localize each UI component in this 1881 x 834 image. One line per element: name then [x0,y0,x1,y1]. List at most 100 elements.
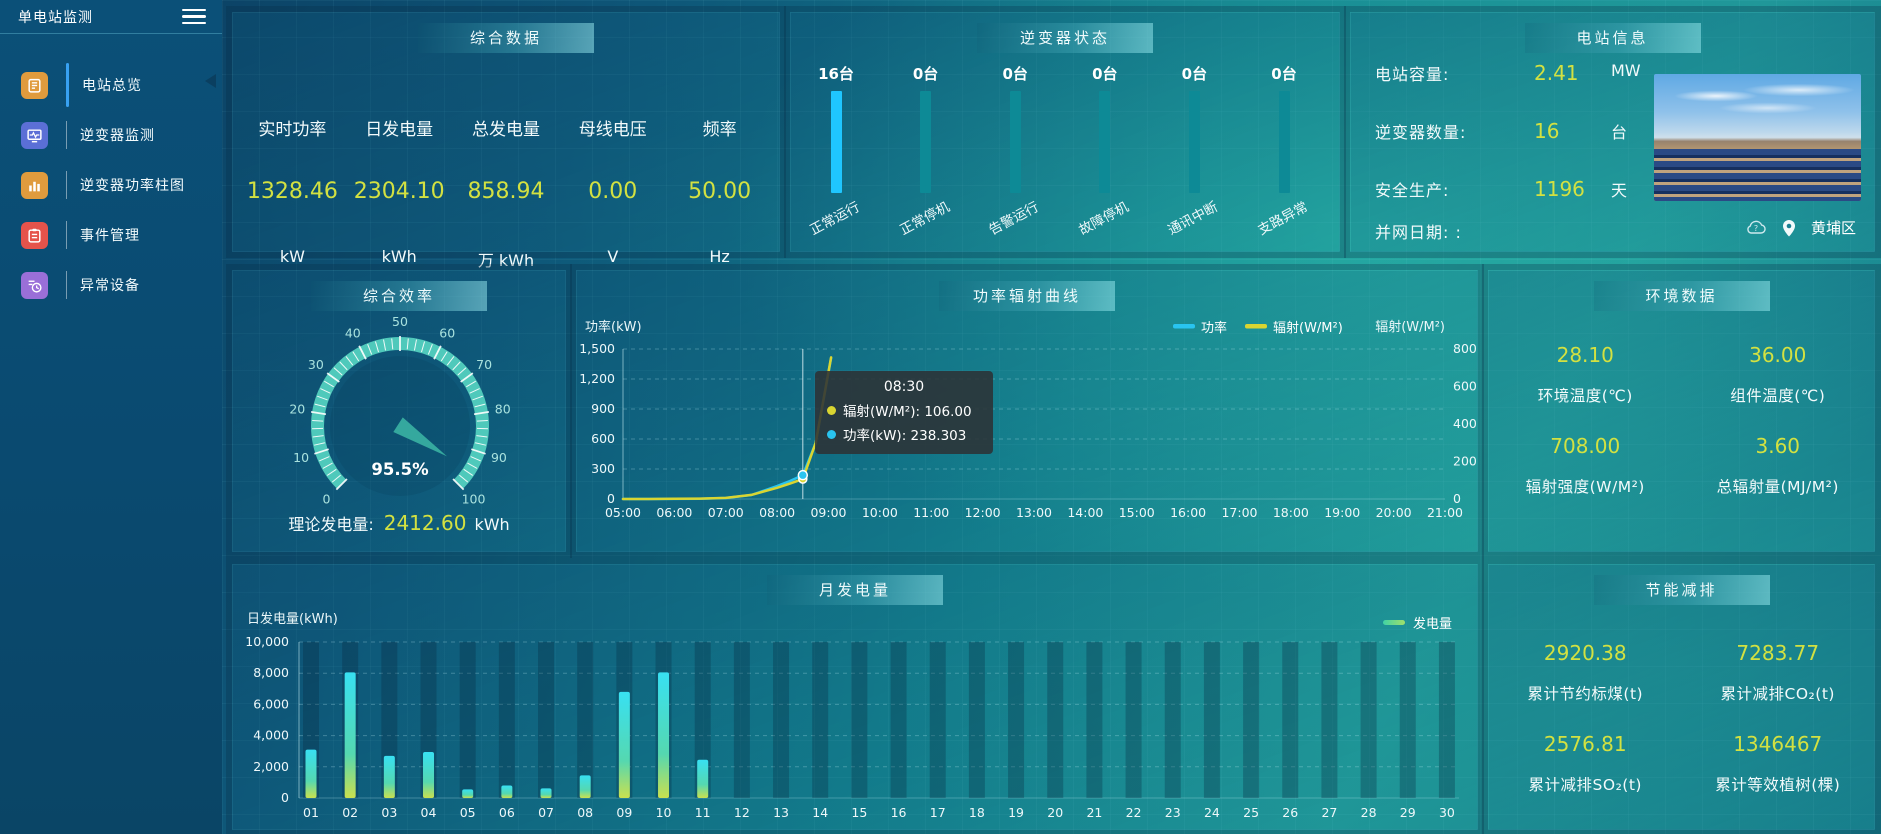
svg-text:01: 01 [303,805,319,820]
metric-unit: V [607,247,619,266]
gauge-svg: 0 10 20 30 40 50 60 70 80 90 100 95.5% [289,314,510,507]
svg-text:09:00: 09:00 [810,505,846,520]
svg-text:08:00: 08:00 [759,505,795,520]
efficiency-gauge[interactable]: 0 10 20 30 40 50 60 70 80 90 100 95.5% [233,271,565,551]
app-title: 单电站监测 [18,9,93,26]
sidebar-item-divider [66,271,67,299]
saving-metric-label: 累计减排SO₂(t) [1528,776,1642,794]
panel-inverter-status: 逆变器状态 16台 正常运行 0台 正常停机 0台 告警运行 0台 故障停机 0台 通讯中断 0台支… [790,12,1340,252]
tooltip-text: 功率(kW): 238.303 [843,428,967,444]
metric-value: 858.94 [467,179,545,204]
sidebar-item-label: 逆变器功率柱图 [80,178,185,194]
bar-day-05[interactable] [462,789,474,798]
svg-text:07:00: 07:00 [708,505,744,520]
station-info-label: 并网日期: : [1375,223,1462,242]
inverter-status-bar [920,91,932,193]
svg-text:60: 60 [439,325,455,340]
panel-title-station-info: 电站信息 [1524,23,1701,53]
theory-generation: 理论发电量: 2412.60 kWh [233,511,565,535]
metric-unit: Hz [709,247,730,266]
panel-power-curve: 功率辐射曲线 功率(kW) 辐射(W/M²) 功率 辐射(W/M²) 0 300 600 90… [576,270,1478,552]
svg-text:18: 18 [969,805,985,820]
sidebar-menu: 电站总览 逆变器监测逆变器功率柱图事件管理 异常设备 [0,60,222,310]
bar-day-02[interactable] [344,672,356,798]
menu-toggle-icon[interactable] [182,8,206,25]
svg-text:28: 28 [1361,805,1377,820]
power-radiation-chart[interactable]: 功率(kW) 辐射(W/M²) 功率 辐射(W/M²) 0 300 600 900 1,200 1… [577,271,1477,551]
bar-day-03[interactable] [383,755,395,798]
sidebar-item-divider [66,221,67,249]
svg-text:10,000: 10,000 [245,634,289,649]
collapse-arrow-icon[interactable] [205,74,216,88]
svg-text:10:00: 10:00 [862,505,898,520]
bar-day-01[interactable] [305,749,317,798]
svg-text:10: 10 [293,450,309,465]
inverter-status-bar [830,91,842,193]
panel-title-monthly: 月发电量 [767,575,943,605]
saving-metric: 7283.77 累计减排CO₂(t) [1682,641,1875,704]
theory-unit: kWh [474,515,510,534]
bar-day-11[interactable] [697,759,709,798]
inverter-status-bars[interactable]: 16台 正常运行 0台 正常停机 0台 告警运行 0台 故障停机 0台 通讯中断 0台 支路异常 [791,13,1339,251]
svg-text:6,000: 6,000 [253,696,289,711]
bar-day-07[interactable] [540,788,552,798]
svg-text:12: 12 [734,805,750,820]
sidebar-item-divider [66,63,69,107]
svg-text:0: 0 [607,491,615,506]
summary-metric: 频率 50.00 Hz [666,53,773,266]
event-management-icon [21,221,48,249]
saving-metric: 2576.81 累计减排SO₂(t) [1489,732,1682,795]
metric-value: 2304.10 [353,179,445,204]
theory-label: 理论发电量: [288,515,374,534]
metric-value: 0.00 [588,179,638,204]
inverter-count: 0台 [1271,65,1297,83]
bar-day-09[interactable] [618,691,630,798]
summary-metric: 母线电压 0.00 V [559,53,666,266]
tooltip-row: 辐射(W/M²): 106.00 [827,400,981,420]
sidebar-item-2[interactable]: 逆变器监测 [0,110,222,160]
svg-text:09: 09 [616,805,632,820]
svg-text:23: 23 [1165,805,1181,820]
svg-text:200: 200 [1453,454,1477,469]
line-chart-svg: 功率(kW) 辐射(W/M²) 功率 辐射(W/M²) 0 300 600 900 1,200 1… [579,319,1477,520]
svg-text:18:00: 18:00 [1273,505,1309,520]
env-metric: 3.60 总辐射量(MJ/M²) [1682,434,1875,497]
sidebar-item-1[interactable]: 电站总览 [0,60,222,110]
svg-text:03: 03 [381,805,397,820]
env-metric-value: 28.10 [1556,343,1614,367]
sidebar-item-5[interactable]: 异常设备 [0,260,222,310]
sidebar-item-4[interactable]: 事件管理 [0,210,222,260]
sidebar: 单电站监测 电站总览 逆变器监测逆变器功率柱图事件管理 异常设备 [0,0,222,834]
metric-label: 频率 [702,120,737,140]
bar-day-08[interactable] [579,775,591,798]
svg-text:50: 50 [392,314,408,329]
monthly-generation-chart[interactable]: 日发电量(kWh) 发电量 0 2,000 4,000 6,000 8,000 10,000 0… [233,565,1477,829]
summary-metric: 总发电量 858.94 万 kWh [453,53,560,270]
hover-dot-power [797,469,809,481]
svg-text:06: 06 [499,805,515,820]
svg-text:12:00: 12:00 [965,505,1001,520]
environment-metrics: 28.10 环境温度(℃) 36.00 组件温度(℃) 708.00 辐射强度(W/M²)… [1489,343,1874,497]
station-info-unit: 天 [1611,181,1628,200]
panel-title-energy-saving: 节能减排 [1593,575,1770,605]
sidebar-item-3[interactable]: 逆变器功率柱图 [0,160,222,210]
panel-efficiency: 综合效率 0 10 20 30 40 50 60 70 80 90 100 95.5% 理论发电量: 2… [232,270,566,552]
bar-day-06[interactable] [501,785,513,798]
tooltip-dot [827,429,836,439]
weather-cloud-icon[interactable]: ? [1745,220,1767,235]
station-info-label: 电站容量: [1375,65,1450,84]
bar-day-04[interactable] [423,751,435,798]
station-info-row: 逆变器数量: 16 台 [1351,119,1874,143]
tooltip-row: 功率(kW): 238.303 [827,424,981,444]
svg-text:1,200: 1,200 [579,371,615,386]
panel-energy-saving: 节能减排 2920.38 累计节约标煤(t) 7283.77 累计减排CO₂(t) 25… [1488,564,1875,830]
legend-item-radiation[interactable]: 辐射(W/M²) [1245,320,1343,336]
bar-day-10[interactable] [658,672,670,798]
svg-text:27: 27 [1321,805,1337,820]
svg-text:11: 11 [695,805,711,820]
legend-item-generation[interactable]: 发电量 [1383,616,1452,632]
location-pin-icon[interactable] [1782,219,1796,237]
legend-item-power[interactable]: 功率 [1173,320,1227,336]
panel-title-summary: 综合数据 [418,23,594,53]
